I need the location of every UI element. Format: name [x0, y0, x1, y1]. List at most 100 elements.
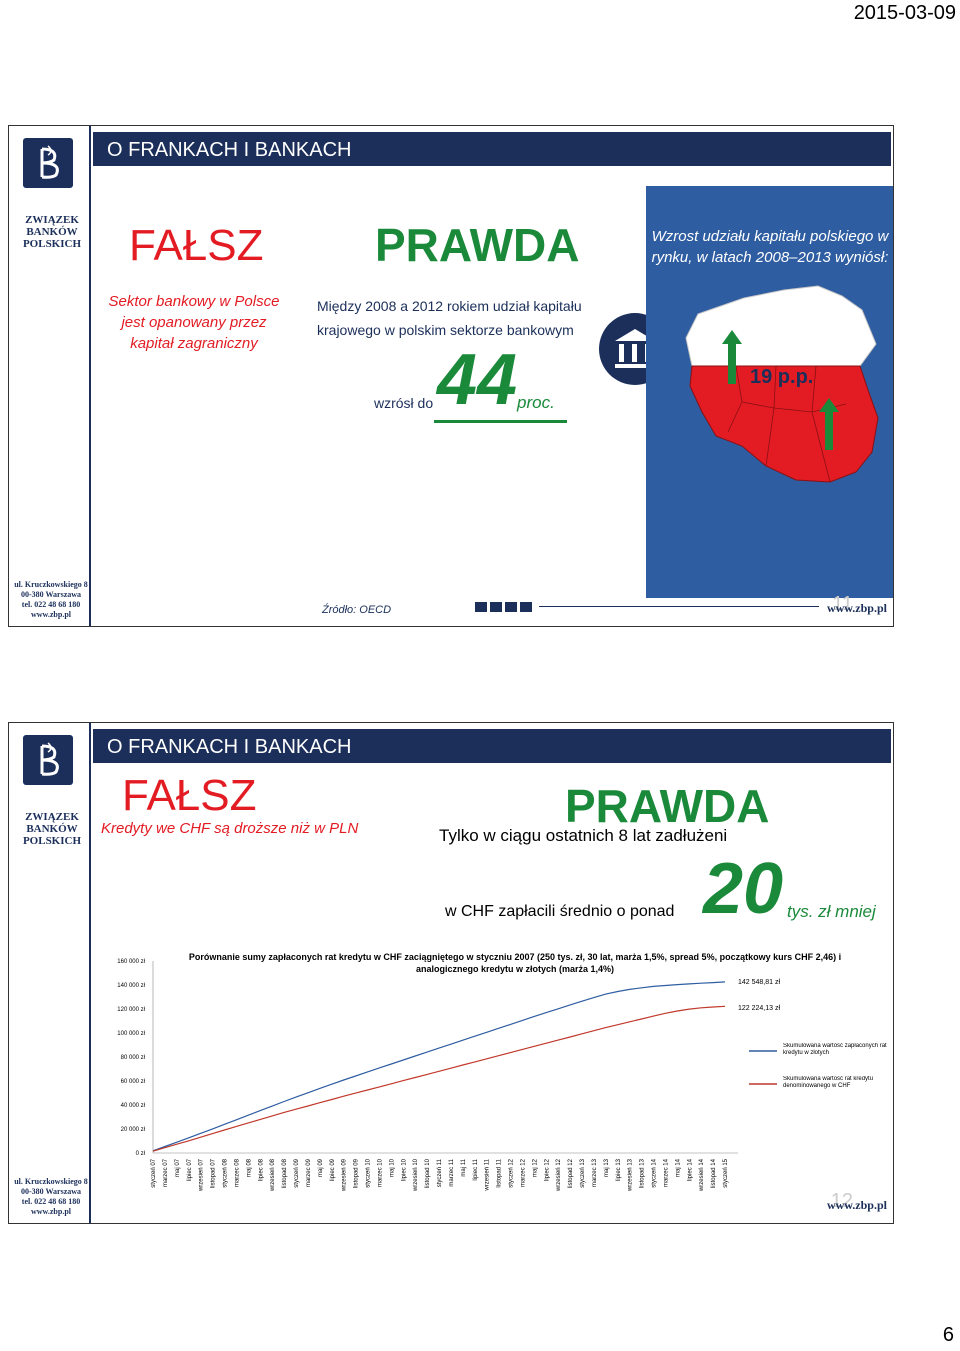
x-tick-label: styczeń 08 — [223, 1158, 229, 1187]
x-tick-label: styczeń 07 — [151, 1158, 157, 1187]
falsz-text: Kredyty we CHF są droższe niż w PLN — [101, 820, 359, 837]
x-tick-label: maj 10 — [389, 1158, 395, 1177]
x-tick-label: lipiec 12 — [544, 1158, 550, 1181]
x-tick-label: maj 08 — [246, 1158, 252, 1177]
x-tick-label: marzec 13 — [592, 1158, 598, 1187]
website: www.zbp.pl — [826, 601, 887, 615]
slide-title: O FRANKACH I BANKACH — [93, 729, 891, 763]
prawda-line2: w CHF zapłacili średnio o ponad — [445, 903, 675, 920]
x-tick-label: styczeń 10 — [366, 1158, 372, 1187]
x-tick-label: listopad 10 — [425, 1158, 431, 1188]
x-tick-label: listopad 13 — [640, 1158, 646, 1188]
x-tick-label: maj 14 — [675, 1158, 681, 1177]
underline — [434, 420, 567, 423]
prawda-heading: PRAWDA — [565, 780, 770, 832]
unit-label: proc. — [517, 393, 555, 412]
slide-1: ZWIĄZEK BANKÓW POLSKICH ul. Kruczkowskie… — [8, 125, 894, 627]
series-line-chf — [152, 1005, 726, 1152]
falsz-heading: FAŁSZ — [129, 221, 264, 270]
slide-number: 11 — [832, 593, 853, 615]
x-tick-label: marzec 07 — [163, 1158, 169, 1187]
panel-text: Wzrost udziału kapitału polskiego w rynk… — [651, 228, 889, 266]
x-tick-label: lipiec 08 — [258, 1158, 264, 1181]
chart-title: Porównanie sumy zapłaconych rat kredytu … — [188, 952, 842, 974]
big-value: 44 — [437, 340, 518, 420]
unit-label: tys. zł mniej — [787, 902, 876, 921]
series-line-pln — [152, 981, 726, 1152]
x-tick-label: wrzesień 14 — [699, 1158, 705, 1192]
x-tick-label: styczeń 13 — [580, 1158, 586, 1187]
legend-label-chf: Skumulowana wartość rat kredytu denomino… — [783, 1076, 874, 1089]
x-tick-label: marzec 09 — [306, 1158, 312, 1187]
slide-number: 12 — [830, 1190, 853, 1212]
x-tick-label: styczeń 14 — [652, 1158, 658, 1187]
x-tick-label: styczeń 15 — [723, 1158, 729, 1187]
end-label-pln: 142 548,81 zł — [738, 979, 780, 986]
y-tick-label: 60 000 zł — [121, 1079, 146, 1085]
footer-squares — [475, 602, 532, 612]
x-tick-label: lipiec 10 — [401, 1158, 407, 1181]
prawda-text: Między 2008 a 2012 rokiem udział kapitał… — [317, 298, 582, 338]
x-tick-label: maj 07 — [175, 1158, 181, 1177]
address: ul. Kruczkowskiego 8 00-380 Warszawa tel. … — [14, 1177, 88, 1216]
address: ul. Kruczkowskiego 8 00-380 Warszawa tel. … — [14, 580, 88, 619]
legend-item-pln: Skumulowana wartość zapłaconych rat kred… — [783, 1043, 887, 1056]
x-tick-label: lipiec 11 — [473, 1158, 479, 1180]
falsz-heading: FAŁSZ — [122, 771, 257, 820]
x-tick-label: lipiec 14 — [687, 1158, 693, 1181]
x-tick-label: maj 13 — [604, 1158, 610, 1177]
x-tick-label: marzec 12 — [520, 1158, 526, 1187]
x-tick-label: maj 09 — [318, 1158, 324, 1177]
x-tick-label: marzec 10 — [377, 1158, 383, 1187]
x-tick-label: listopad 08 — [282, 1158, 288, 1188]
y-tick-label: 80 000 zł — [121, 1055, 146, 1061]
page-date: 2015-03-09 — [853, 2, 956, 24]
website: www.zbp.pl — [826, 1198, 887, 1212]
end-label-chf: 122 224,13 zł — [738, 1005, 780, 1012]
growth-panel: Wzrost udziału kapitału polskiego w rynk… — [646, 186, 893, 598]
x-tick-label: wrzesień 11 — [485, 1158, 491, 1191]
x-tick-label: styczeń 12 — [509, 1158, 515, 1187]
prawda-heading: PRAWDA — [375, 219, 580, 271]
sidebar: ZWIĄZEK BANKÓW POLSKICH ul. Kruczkowskie… — [9, 723, 91, 1223]
x-tick-label: wrzesień 12 — [556, 1158, 562, 1192]
legend-item-chf: Skumulowana wartość rat kredytu denomino… — [783, 1076, 874, 1089]
footer-line — [539, 606, 819, 607]
y-tick-label: 40 000 zł — [121, 1103, 146, 1109]
x-tick-label: wrzesień 08 — [270, 1158, 276, 1192]
y-tick-label: 100 000 zł — [117, 1031, 145, 1037]
x-tick-label: marzec 08 — [234, 1158, 240, 1187]
y-tick-label: 120 000 zł — [117, 1007, 145, 1013]
x-tick-label: maj 12 — [532, 1158, 538, 1177]
slide-title: O FRANKACH I BANKACH — [93, 132, 891, 166]
x-tick-label: listopad 07 — [211, 1158, 217, 1188]
y-tick-label: 20 000 zł — [121, 1127, 146, 1133]
falsz-text: Sektor bankowy w Polsce jest opanowany p… — [108, 293, 280, 352]
y-tick-label: 160 000 zł — [117, 959, 145, 965]
zbp-logo — [23, 138, 73, 188]
x-tick-label: lipiec 09 — [330, 1158, 336, 1181]
y-tick-label: 140 000 zł — [117, 983, 145, 989]
x-tick-label: styczeń 09 — [294, 1158, 300, 1187]
x-tick-label: marzec 11 — [449, 1158, 455, 1186]
sidebar: ZWIĄZEK BANKÓW POLSKICH ul. Kruczkowskie… — [9, 126, 91, 626]
prawda-line1: Tylko w ciągu ostatnich 8 lat zadłużeni — [439, 826, 728, 845]
x-tick-label: wrzesień 13 — [628, 1158, 634, 1192]
x-tick-label: styczeń 11 — [437, 1158, 443, 1187]
x-tick-label: wrzesień 09 — [342, 1158, 348, 1192]
x-tick-label: listopad 14 — [711, 1158, 717, 1188]
x-tick-label: listopad 11 — [497, 1158, 503, 1187]
x-tick-label: lipiec 13 — [616, 1158, 622, 1181]
zbp-logo — [23, 735, 73, 785]
x-tick-label: wrzesień 10 — [413, 1158, 419, 1192]
source: Źródło: OECD — [322, 604, 392, 616]
x-tick-label: marzec 14 — [663, 1158, 669, 1187]
poland-map — [685, 285, 879, 483]
zbp-name: ZWIĄZEK BANKÓW POLSKICH — [22, 811, 82, 847]
x-tick-label: wrzesień 07 — [199, 1158, 205, 1192]
map-value: 19 p.p. — [750, 366, 814, 388]
page-number: 6 — [942, 1324, 954, 1346]
x-tick-label: listopad 09 — [354, 1158, 360, 1188]
x-tick-label: listopad 12 — [568, 1158, 574, 1188]
